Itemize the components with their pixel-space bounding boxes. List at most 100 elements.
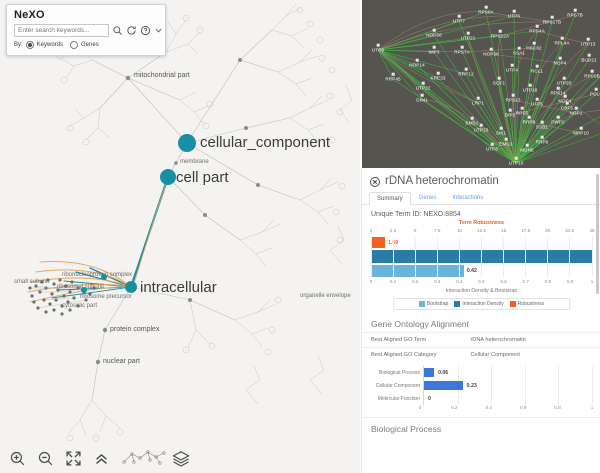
gene-node[interactable]	[573, 8, 577, 12]
gene-node[interactable]	[421, 81, 425, 85]
fit-screen-icon[interactable]	[64, 449, 82, 467]
node-ribosomal-subunit[interactable]	[81, 287, 87, 293]
gene-node[interactable]	[560, 36, 564, 40]
gene-node[interactable]	[460, 45, 464, 49]
collapse-icon[interactable]	[154, 25, 163, 37]
gene-node[interactable]	[527, 115, 531, 119]
gene-node[interactable]	[565, 101, 569, 105]
gene-node[interactable]	[562, 76, 566, 80]
node-ribonucleoprotein-complex[interactable]	[101, 274, 107, 280]
gene-node[interactable]	[525, 143, 529, 147]
node-label-ribonucleoprotein-complex: ribonucleoprotein complex	[62, 272, 133, 278]
gridline	[524, 366, 526, 379]
gene-label: RRP45	[385, 76, 401, 82]
hierarchy-network-panel[interactable]: cellular_component cell part intracellul…	[0, 0, 360, 473]
gene-network-graph[interactable]	[362, 0, 600, 168]
term-detail-panel[interactable]: rDNA heterochromatin Summary Genes Inter…	[361, 168, 600, 473]
gene-node[interactable]	[590, 69, 594, 73]
node-intracellular[interactable]	[125, 281, 137, 293]
graph-thumbnail-icon[interactable]	[120, 449, 168, 467]
gene-node[interactable]	[479, 123, 483, 127]
gene-node[interactable]	[532, 41, 536, 45]
gene-node[interactable]	[579, 126, 583, 130]
go-bar-fill	[424, 381, 463, 390]
gene-node[interactable]	[489, 47, 493, 51]
gene-node[interactable]	[556, 115, 560, 119]
gene-node[interactable]	[574, 106, 578, 110]
go-bar-value: 0.06	[438, 369, 449, 376]
gene-node[interactable]	[436, 71, 440, 75]
gene-node[interactable]	[376, 43, 380, 47]
tab-summary[interactable]: Summary	[369, 192, 411, 205]
gene-node[interactable]	[476, 96, 480, 100]
detail-scrollbar[interactable]	[596, 168, 600, 473]
gene-label: SSB1	[535, 124, 549, 130]
radio-genes-label: Genes	[81, 42, 99, 48]
gene-node[interactable]	[558, 56, 562, 60]
gene-node[interactable]	[586, 37, 590, 41]
gene-node[interactable]	[499, 126, 503, 130]
gene-node[interactable]	[508, 108, 512, 112]
gridline	[436, 237, 438, 277]
gene-node[interactable]	[504, 137, 508, 141]
zoom-out-icon[interactable]	[36, 449, 54, 467]
axis-tick: 25	[589, 228, 595, 233]
search-input[interactable]	[14, 24, 109, 37]
go-category-value: Cellular Component	[470, 352, 520, 358]
search-panel[interactable]: NeXO	[6, 4, 166, 56]
gene-node[interactable]	[498, 29, 502, 33]
go-bar-plot: 0	[423, 392, 593, 405]
gene-node[interactable]	[550, 15, 554, 19]
hierarchy-graph[interactable]	[0, 0, 360, 473]
axis-tick: 15	[501, 228, 507, 233]
gene-node[interactable]	[466, 31, 470, 35]
gene-node[interactable]	[528, 83, 532, 87]
radio-keywords-label: Keywords	[36, 42, 64, 48]
gene-node[interactable]	[514, 156, 518, 160]
gene-node[interactable]	[432, 28, 436, 32]
gene-node[interactable]	[432, 45, 436, 49]
scrollbar-thumb[interactable]	[596, 174, 599, 294]
gene-node[interactable]	[484, 5, 488, 9]
collapse-all-icon[interactable]	[92, 449, 110, 467]
gene-interaction-network-panel[interactable]: UTP9 UTP7 NOP56 UTP21 IMP3 RPS7A NOP14 RRP12 KRE…	[361, 0, 600, 168]
gene-node[interactable]	[457, 14, 461, 18]
gene-node[interactable]	[415, 58, 419, 62]
close-circle-icon[interactable]	[369, 175, 381, 187]
tab-interactions[interactable]: Interactions	[452, 195, 484, 201]
gene-node[interactable]	[540, 120, 544, 124]
gene-node[interactable]	[510, 63, 514, 67]
gene-node[interactable]	[535, 97, 539, 101]
node-cell-part[interactable]	[160, 169, 176, 185]
help-icon[interactable]	[140, 25, 151, 37]
gene-node[interactable]	[512, 9, 516, 13]
legend-bootstrap: Bootstrap	[418, 301, 448, 307]
tab-genes[interactable]: Genes	[418, 195, 437, 201]
gene-node[interactable]	[563, 94, 567, 98]
gene-node[interactable]	[594, 87, 598, 91]
gene-node[interactable]	[470, 116, 474, 120]
axis-tick: 1	[590, 279, 594, 284]
radio-genes[interactable]	[70, 41, 79, 49]
zoom-in-icon[interactable]	[8, 449, 26, 467]
gene-node[interactable]	[520, 106, 524, 110]
gene-node[interactable]	[511, 93, 515, 97]
gene-node[interactable]	[535, 24, 539, 28]
gene-node[interactable]	[517, 46, 521, 50]
gene-node[interactable]	[464, 67, 468, 71]
radio-keywords[interactable]	[25, 41, 34, 49]
gene-node[interactable]	[587, 53, 591, 57]
gene-node[interactable]	[391, 72, 395, 76]
layers-icon[interactable]	[172, 449, 190, 467]
gene-label: RRP12	[458, 71, 474, 77]
gene-node[interactable]	[540, 135, 544, 139]
gene-node[interactable]	[490, 142, 494, 146]
search-icon[interactable]	[112, 25, 123, 37]
axis-tick: 0	[369, 279, 373, 284]
gene-node[interactable]	[556, 86, 560, 90]
refresh-icon[interactable]	[126, 25, 137, 37]
gene-node[interactable]	[420, 93, 424, 97]
gene-node[interactable]	[497, 76, 501, 80]
node-cellular-component[interactable]	[178, 134, 196, 152]
gene-node[interactable]	[535, 64, 539, 68]
